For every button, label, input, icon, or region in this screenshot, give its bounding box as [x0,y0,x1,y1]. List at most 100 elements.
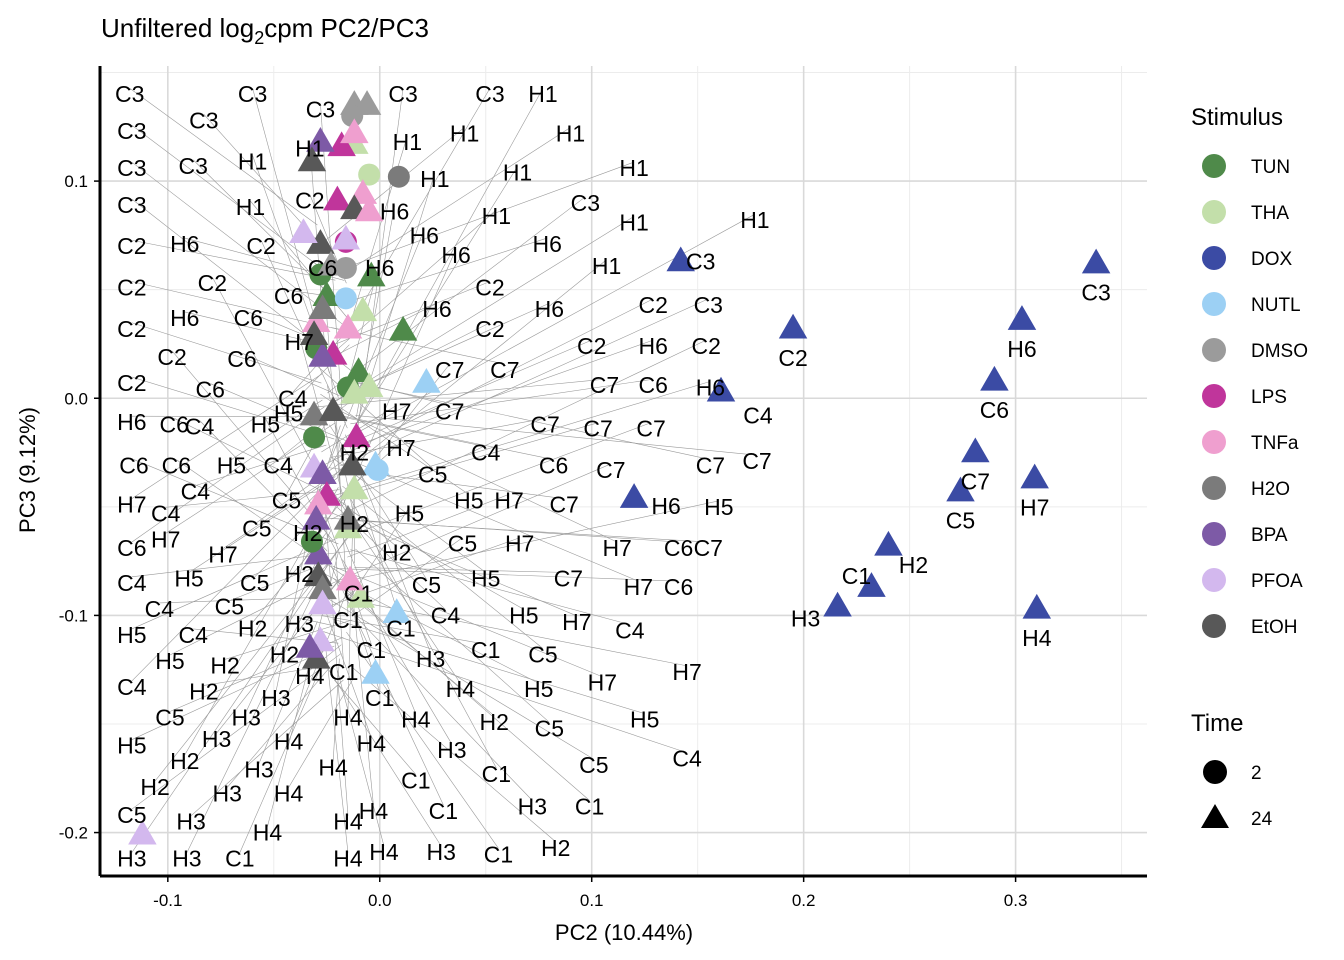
point-label: H3 [261,685,290,711]
point-label: C2 [117,370,146,396]
point-label: H2 [480,709,509,735]
y-tick-label: 0.1 [64,172,88,191]
point-dmso-24h [316,250,346,276]
label-connector [340,298,709,466]
point-tha-24h [340,378,369,404]
label-connector [342,379,711,460]
legend-stimulus-label: TUN [1251,157,1290,178]
point-tun-24h [344,357,373,382]
point-lps-24h [327,131,356,157]
point-tun-2h [300,530,323,553]
legend-time-swatch [1203,760,1227,784]
point-label: H6 [117,409,146,435]
chart-title-rest: cpm PC2/PC3 [264,13,429,43]
point-label: H4 [333,809,363,835]
point-etoh-24h [297,146,327,172]
point-label: H6 [170,231,199,257]
point-label: H5 [630,707,659,733]
point-dox-24h [980,365,1009,391]
point-nutl-2h [334,287,357,310]
point-label: H4 [446,676,476,702]
point-label: H1 [295,136,324,162]
point-label: C3 [117,192,146,218]
legend-stimulus-label: H2O [1251,479,1290,500]
legend-time-label: 24 [1251,809,1273,830]
point-label: C4 [278,385,308,411]
label-connector [337,670,385,847]
x-tick-label: 0.2 [792,891,816,910]
point-label: C1 [484,841,513,867]
point-bpa-24h [295,632,325,658]
legend-time-label: 2 [1251,763,1262,784]
label-connector [329,229,425,463]
point-label: C6 [638,372,667,398]
label-connector [347,494,510,558]
point-pfoa-24h [128,819,157,845]
point-label: H1 [236,194,265,220]
label-connector [203,665,326,686]
point-label: C2 [638,292,667,318]
point-tun-2h [303,426,326,449]
point-label: H7 [117,492,146,518]
label-connector [318,366,433,469]
point-tnfa-24h [335,565,365,591]
legend-stimulus-label: TNFa [1251,433,1299,454]
point-dox-24h [961,437,990,463]
point-dox-24h [823,591,852,617]
label-connector [355,237,548,300]
point-label: H6 [532,231,561,257]
point-label: C2 [577,333,606,359]
point-label: C4 [615,618,645,644]
point-label: C6 [274,283,303,309]
point-label: H1 [740,207,769,233]
point-label: H3 [176,809,205,835]
point-label: H7 [588,670,617,696]
point-tun-24h [388,315,418,341]
point-label: H3 [232,704,261,730]
point-tha-24h [354,372,384,398]
point-label: C6 [162,453,191,479]
point-label: H5 [471,565,500,591]
point-label: H1 [393,129,422,155]
label-connector [231,399,323,460]
point-label: C5 [412,572,441,598]
point-label: H3 [117,846,146,872]
point-label-dox: C3 [686,248,715,274]
point-label: H1 [619,155,648,181]
label-connector [349,213,756,438]
y-axis-ticks: -0.2 -0.1 0.0 0.1 [59,172,100,843]
point-label-dox: C5 [946,508,975,534]
point-label: H3 [427,839,456,865]
point-label: H2 [140,774,169,800]
x-tick-label: 0.0 [368,891,392,910]
point-label: C2 [157,344,186,370]
point-label: C7 [583,416,612,442]
point-label: C2 [691,333,720,359]
point-label: H6 [422,296,451,322]
label-connector [131,161,344,326]
point-label: H2 [285,561,314,587]
point-label: H5 [117,622,146,648]
legend-stimulus-swatch [1202,154,1226,178]
legend-stimulus-swatch [1202,430,1226,454]
legend-stimulus-swatch [1202,384,1226,408]
label-connector [131,373,323,499]
label-connector [319,507,577,617]
label-connector [210,383,353,444]
point-label: C2 [117,316,146,342]
point-dox-24h [874,530,903,556]
label-connector [327,381,711,498]
point-label: C5 [272,487,301,513]
point-label: C3 [189,107,218,133]
point-label: H5 [454,487,483,513]
point-label: H2 [210,652,239,678]
point-label: H1 [592,253,621,279]
label-connector [256,459,345,523]
legend-stimulus-swatch [1202,246,1226,270]
point-label: C5 [117,802,146,828]
label-connector [346,508,525,610]
point-label: H6 [638,333,667,359]
point-dox-24h [778,313,808,339]
point-label: H3 [285,611,314,637]
